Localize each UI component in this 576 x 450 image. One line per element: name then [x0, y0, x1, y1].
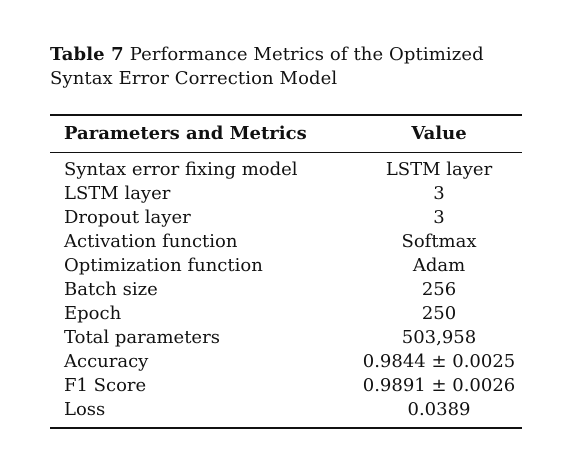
row-parameter: Batch size	[64, 279, 158, 300]
header-row: Parameters and Metrics Value	[50, 116, 522, 152]
metrics-table-grid: Parameters and Metrics Value	[50, 116, 522, 152]
row-value: 250	[421, 303, 457, 324]
row-value: LSTM layer	[385, 159, 493, 180]
table-row: Optimization function Adam	[50, 254, 522, 278]
row-parameter: Accuracy	[64, 351, 149, 372]
table-row: Loss 0.0389	[50, 398, 522, 422]
row-parameter: Optimization function	[64, 255, 263, 276]
row-parameter: Syntax error fixing model	[64, 159, 298, 180]
row-parameter: Activation function	[64, 231, 238, 252]
table-header: Parameters and Metrics Value	[50, 116, 522, 152]
row-value: 0.9891 ± 0.0026	[362, 375, 516, 396]
bottom-rule	[50, 427, 522, 429]
row-parameter: LSTM layer	[64, 183, 171, 204]
row-parameter: Dropout layer	[64, 207, 191, 228]
table-number: Table 7	[50, 44, 124, 65]
table-row: Total parameters 503,958	[50, 326, 522, 350]
table-row: Batch size 256	[50, 278, 522, 302]
table-row: Activation function Softmax	[50, 230, 522, 254]
table-caption: Table 7 Performance Metrics of the Optimi…	[50, 43, 540, 91]
row-parameter: Loss	[64, 399, 106, 420]
row-parameter: Epoch	[64, 303, 122, 324]
header-rule	[50, 152, 522, 153]
row-value: 256	[421, 279, 457, 300]
row-value: 3	[433, 183, 445, 204]
header-parameters: Parameters and Metrics	[64, 123, 307, 144]
metrics-table: Parameters and Metrics Value Syntax erro…	[50, 114, 522, 429]
table-title: Performance Metrics of the Optimized Syn…	[50, 44, 484, 89]
row-parameter: F1 Score	[64, 375, 147, 396]
row-value: 3	[433, 207, 445, 228]
table-row: Epoch 250	[50, 302, 522, 326]
metrics-table-body: Syntax error fixing model LSTM layer LST…	[50, 153, 522, 427]
table-row: F1 Score 0.9891 ± 0.0026	[50, 374, 522, 398]
table-row: LSTM layer 3	[50, 182, 522, 206]
table-row: Accuracy 0.9844 ± 0.0025	[50, 350, 522, 374]
table-row: Syntax error fixing model LSTM layer	[50, 158, 522, 182]
row-value: 0.0389	[407, 399, 471, 420]
row-value: Adam	[412, 255, 466, 276]
row-value: 0.9844 ± 0.0025	[362, 351, 516, 372]
table-row: Dropout layer 3	[50, 206, 522, 230]
top-rule	[50, 114, 522, 116]
row-parameter: Total parameters	[64, 327, 220, 348]
row-value: Softmax	[401, 231, 477, 252]
row-value: 503,958	[401, 327, 477, 348]
header-value: Value	[411, 123, 467, 144]
